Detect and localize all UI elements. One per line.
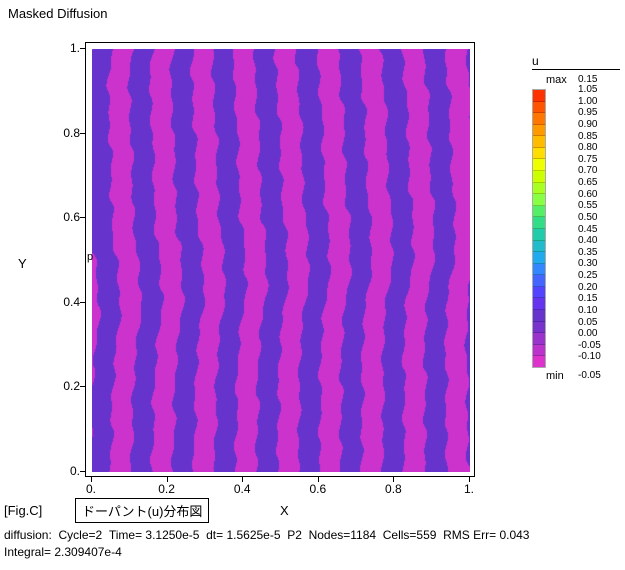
y-tick-label: 0.4 <box>50 295 80 309</box>
colorbar-segment <box>533 229 545 241</box>
status-cells: Cells=559 <box>383 528 437 542</box>
colorbar-max-value: 0.15 <box>578 74 618 85</box>
colorbar-tick-label: 0.75 <box>578 154 618 165</box>
colorbar-tick-label: 0.00 <box>578 328 618 339</box>
y-tick <box>80 48 85 49</box>
status-rms: RMS Err= 0.043 <box>443 528 529 542</box>
colorbar-tick-label: 0.10 <box>578 305 618 316</box>
y-tick-label: 0. <box>50 464 80 478</box>
x-tick-label: 0. <box>76 482 106 496</box>
colorbar-tick-label: 0.60 <box>578 189 618 200</box>
x-tick-label: 0.6 <box>303 482 333 496</box>
y-tick-label: 0.6 <box>50 210 80 224</box>
colorbar-tick-label: 0.70 <box>578 165 618 176</box>
colorbar-title: u <box>532 54 539 68</box>
colorbar-segment <box>533 113 545 125</box>
y-tick-label: 1. <box>50 41 80 55</box>
colorbar-segment <box>533 252 545 264</box>
colorbar-max-label: max <box>546 74 567 86</box>
colorbar-segment <box>533 183 545 195</box>
colorbar-tick-label: 1.00 <box>578 96 618 107</box>
colorbar-segment <box>533 102 545 114</box>
colorbar-tick-label: 0.40 <box>578 235 618 246</box>
colorbar-segment <box>533 333 545 345</box>
colorbar-tick-label: -0.10 <box>578 351 618 362</box>
colorbar-tick-label: 0.50 <box>578 212 618 223</box>
colorbar-segment <box>533 298 545 310</box>
status-dt: dt= 1.5625e-5 <box>206 528 280 542</box>
colorbar-segment <box>533 322 545 334</box>
y-tick <box>80 302 85 303</box>
colorbar-segment <box>533 90 545 102</box>
colorbar-min-label: min <box>546 370 564 382</box>
colorbar-segment <box>533 206 545 218</box>
colorbar-tick-label: 0.45 <box>578 224 618 235</box>
point-marker: p <box>87 251 93 263</box>
chart-title: Masked Diffusion <box>8 6 107 21</box>
colorbar-tick-label: 0.55 <box>578 200 618 211</box>
colorbar-segment <box>533 148 545 160</box>
x-tick-label: 0.2 <box>152 482 182 496</box>
figure-caption: ドーパント(u)分布図 <box>75 498 209 523</box>
colorbar-segment <box>533 310 545 322</box>
x-tick-label: 0.4 <box>227 482 257 496</box>
colorbar-segment <box>533 356 545 367</box>
x-tick-label: 1. <box>454 482 484 496</box>
colorbar-segment <box>533 136 545 148</box>
colorbar-tick-label: 0.05 <box>578 317 618 328</box>
colorbar-tick-label: 0.85 <box>578 131 618 142</box>
colorbar-tick-label: 0.35 <box>578 247 618 258</box>
colorbar-tick-label: 0.90 <box>578 119 618 130</box>
colorbar-segment <box>533 275 545 287</box>
status-p: P2 <box>287 528 302 542</box>
y-tick <box>80 471 85 472</box>
heatmap-canvas <box>92 49 470 472</box>
colorbar-divider <box>532 69 620 70</box>
y-tick <box>80 386 85 387</box>
colorbar-tick-label: 0.30 <box>578 258 618 269</box>
status-prefix: diffusion: <box>4 528 52 542</box>
colorbar-tick-label: 1.05 <box>578 84 618 95</box>
status-cycle: Cycle=2 <box>58 528 102 542</box>
colorbar-tick-label: 0.65 <box>578 177 618 188</box>
status-line-1: diffusion: Cycle=2 Time= 3.1250e-5 dt= 1… <box>4 528 529 542</box>
colorbar <box>532 89 546 368</box>
colorbar-tick-label: 0.20 <box>578 282 618 293</box>
colorbar-tick-label: 0.15 <box>578 293 618 304</box>
colorbar-segment <box>533 125 545 137</box>
x-tick-label: 0.8 <box>378 482 408 496</box>
status-time: Time= 3.1250e-5 <box>109 528 200 542</box>
colorbar-segment <box>533 287 545 299</box>
colorbar-tick-label: -0.05 <box>578 340 618 351</box>
colorbar-segment <box>533 194 545 206</box>
colorbar-segment <box>533 345 545 357</box>
colorbar-segment <box>533 171 545 183</box>
colorbar-segment <box>533 217 545 229</box>
status-nodes: Nodes=1184 <box>309 528 377 542</box>
colorbar-segment <box>533 159 545 171</box>
colorbar-tick-label: 0.95 <box>578 107 618 118</box>
y-tick <box>80 133 85 134</box>
figure-id: [Fig.C] <box>4 503 42 518</box>
status-line-2: Integral= 2.309407e-4 <box>4 545 122 559</box>
y-axis-label: Y <box>18 256 27 271</box>
colorbar-segment <box>533 264 545 276</box>
colorbar-tick-label: 0.80 <box>578 142 618 153</box>
x-axis-label: X <box>280 503 289 518</box>
colorbar-tick-label: 0.25 <box>578 270 618 281</box>
colorbar-min-value: -0.05 <box>578 370 618 381</box>
colorbar-segment <box>533 241 545 253</box>
y-tick <box>80 217 85 218</box>
y-tick-label: 0.2 <box>50 379 80 393</box>
y-tick-label: 0.8 <box>50 126 80 140</box>
plot-frame <box>85 42 475 477</box>
